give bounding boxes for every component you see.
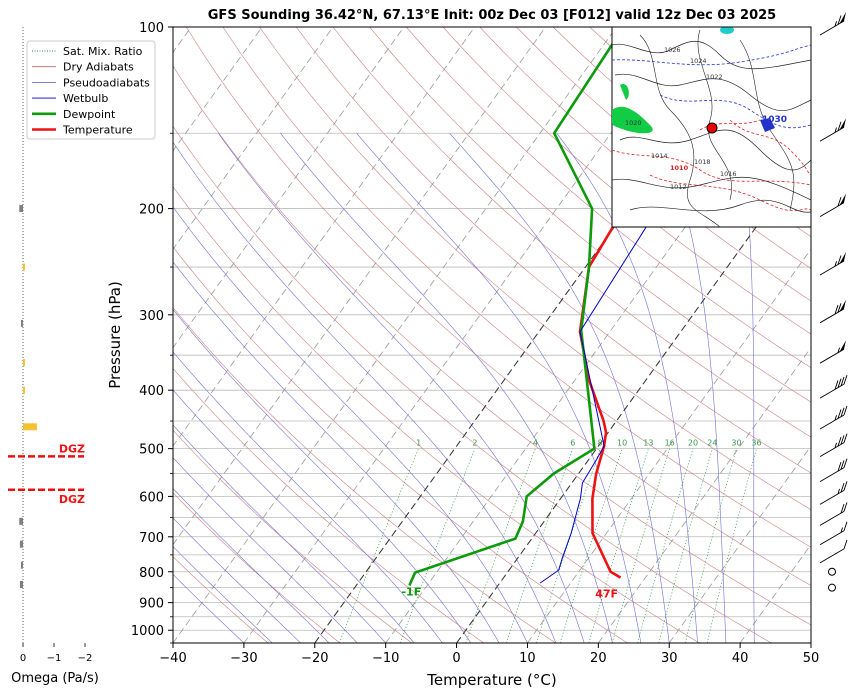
y-tick-label: 400 xyxy=(139,384,164,399)
omega-bar xyxy=(21,562,23,569)
x-tick-label: −20 xyxy=(301,651,328,666)
inset-pressure-label: 1012 xyxy=(670,183,687,191)
y-tick-label: 800 xyxy=(139,566,164,581)
surface-dewpoint-label: -1F xyxy=(401,585,421,598)
mixing-ratio-label: 36 xyxy=(751,439,761,448)
omega-bar xyxy=(23,264,25,271)
omega-bar xyxy=(19,518,23,525)
omega-bar xyxy=(21,320,23,327)
mixing-ratio-label: 6 xyxy=(570,439,575,448)
inset-pressure-label: 1020 xyxy=(625,119,642,127)
y-tick-label: 100 xyxy=(139,21,164,36)
inset-pressure-label: 1024 xyxy=(690,57,707,65)
x-tick-label: 50 xyxy=(803,651,820,666)
legend: Sat. Mix. Ratio Dry Adiabats Pseudoadiabat… xyxy=(27,41,155,139)
mixing-ratio-label: 10 xyxy=(617,439,627,448)
y-tick-label: 900 xyxy=(139,597,164,612)
x-tick-label: 10 xyxy=(519,651,536,666)
x-tick-label: 30 xyxy=(661,651,678,666)
inset-pressure-label: 1016 xyxy=(720,170,737,178)
x-axis-label: Temperature (°C) xyxy=(426,671,556,689)
y-tick-label: 600 xyxy=(139,490,164,505)
y-axis-label: Pressure (hPa) xyxy=(106,281,124,389)
y-tick-label: 500 xyxy=(139,443,164,458)
omega-bar xyxy=(20,541,23,548)
mixing-ratio-label: 4 xyxy=(533,439,538,448)
omega-bar xyxy=(23,423,37,430)
inset-pressure-label: 1022 xyxy=(706,73,723,81)
legend-label: Wetbulb xyxy=(63,92,108,105)
inset-pressure-label: 1018 xyxy=(694,158,711,166)
x-tick-label: 20 xyxy=(590,651,607,666)
y-tick-label: 200 xyxy=(139,203,164,218)
inset-pressure-label: 1026 xyxy=(664,46,681,54)
inset-location-marker xyxy=(707,123,717,133)
legend-label: Temperature xyxy=(62,124,133,137)
x-tick-label: −30 xyxy=(230,651,257,666)
omega-bar xyxy=(23,359,25,366)
y-tick-label: 300 xyxy=(139,309,164,324)
inset-pressure-label: 1030 xyxy=(762,115,787,125)
legend-label: Dewpoint xyxy=(63,108,116,121)
mixing-ratio-label: 30 xyxy=(731,439,741,448)
omega-tick-label: 0 xyxy=(20,653,26,664)
omega-axis-label: Omega (Pa/s) xyxy=(11,671,99,686)
dgz-label: DGZ xyxy=(59,442,85,455)
omega-bar xyxy=(20,581,23,588)
mixing-ratio-label: 20 xyxy=(688,439,698,448)
mixing-ratio-label: 8 xyxy=(598,439,603,448)
legend-label: Pseudoadiabats xyxy=(63,76,150,89)
mixing-ratio-label: 1 xyxy=(416,439,421,448)
mixing-ratio-label: 2 xyxy=(472,439,477,448)
y-tick-label: 1000 xyxy=(131,624,164,639)
mixing-ratio-label: 24 xyxy=(707,439,717,448)
x-tick-label: −10 xyxy=(372,651,399,666)
omega-tick-label: −2 xyxy=(78,653,93,664)
x-tick-label: −40 xyxy=(159,651,186,666)
chart-title: GFS Sounding 36.42°N, 67.13°E Init: 00z … xyxy=(208,8,776,23)
dgz-label: DGZ xyxy=(59,493,85,506)
x-tick-label: 40 xyxy=(732,651,749,666)
surface-temperature-label: 47F xyxy=(595,588,618,601)
omega-bar xyxy=(19,205,23,212)
legend-label: Sat. Mix. Ratio xyxy=(63,45,143,58)
omega-tick-label: −1 xyxy=(47,653,62,664)
inset-pressure-label: 1014 xyxy=(651,152,668,160)
inset-map: 1026 1024 1022 1020 1018 1016 1014 1012 1010 1030 xyxy=(612,26,811,227)
mixing-ratio-label: 16 xyxy=(665,439,675,448)
omega-bar xyxy=(23,387,25,394)
mixing-ratio-label: 13 xyxy=(643,439,653,448)
legend-label: Dry Adiabats xyxy=(63,61,134,74)
inset-pressure-label: 1010 xyxy=(670,164,689,172)
y-tick-label: 700 xyxy=(139,531,164,546)
x-tick-label: 0 xyxy=(452,651,460,666)
